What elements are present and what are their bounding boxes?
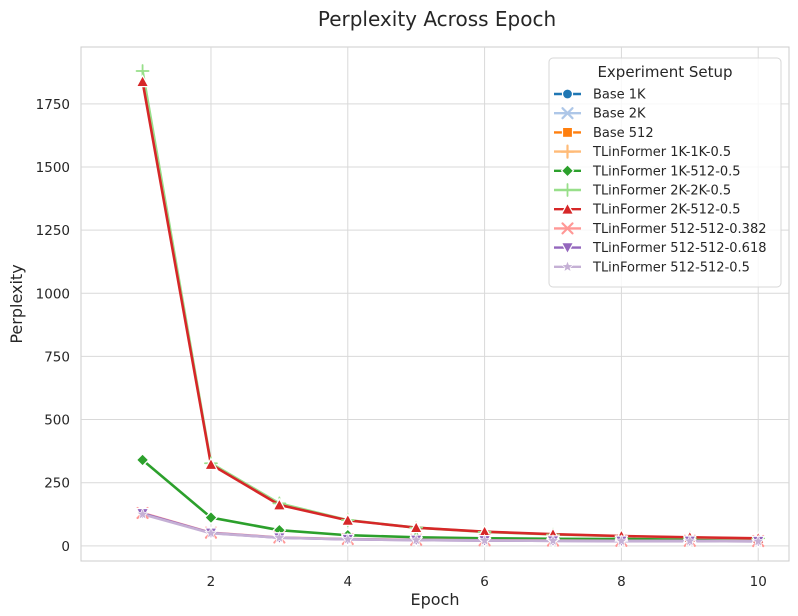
legend-label: TLinFormer 1K-1K-0.5 [592, 145, 731, 160]
series-line-tlinformer-1k-512-0-5 [141, 458, 760, 541]
data-point-tlinformer-1k-512-0-5 [135, 453, 150, 467]
data-point-tlinformer-512-512-0-5 [341, 532, 355, 545]
x-tick-label: 2 [207, 574, 216, 590]
legend-marker-tlinformer-2k-512-0-5 [560, 201, 575, 215]
data-point-tlinformer-512-512-0-5 [614, 534, 629, 547]
y-tick-label: 1250 [36, 223, 70, 239]
legend-item-tlinformer-1k-512-0-5: TLinFormer 1K-512-0.5 [554, 163, 741, 179]
x-tick-label: 10 [750, 574, 767, 590]
legend-item-base-512: Base 512 [554, 126, 654, 141]
y-tick-label: 1750 [36, 97, 70, 113]
data-point-tlinformer-512-512-0-5 [477, 533, 492, 547]
legend-title: Experiment Setup [597, 63, 732, 81]
y-tick-label: 500 [44, 413, 70, 429]
legend-marker-tlinformer-2k-2k-0-5 [560, 183, 575, 197]
x-axis-label: Epoch [411, 590, 460, 609]
x-tick-label: 4 [343, 574, 352, 590]
legend-marker-base-2k [561, 107, 574, 120]
legend-marker-base-512 [561, 126, 574, 139]
legend-marker-tlinformer-512-512-0-618 [560, 242, 575, 255]
data-point-tlinformer-512-512-0-5 [135, 507, 150, 520]
series-line-tlinformer-2k-512-0-5 [141, 80, 760, 540]
legend-label: Base 512 [593, 126, 654, 141]
y-tick-label: 0 [61, 539, 70, 555]
legend-item-tlinformer-512-512-0-382: TLinFormer 512-512-0.382 [554, 222, 766, 237]
data-point-tlinformer-2k-512-0-5 [272, 497, 287, 511]
legend-label: TLinFormer 512-512-0.5 [592, 260, 750, 275]
legend-marker-tlinformer-1k-512-0-5 [560, 163, 575, 178]
data-point-tlinformer-1k-512-0-5 [204, 510, 218, 525]
legend-item-tlinformer-2k-512-0-5: TLinFormer 2K-512-0.5 [554, 201, 741, 218]
legend-marker-base-1k [561, 88, 574, 100]
data-point-tlinformer-2k-512-0-5 [409, 520, 424, 534]
x-tick-label: 8 [617, 574, 626, 590]
data-markers [135, 64, 766, 549]
legend-item-tlinformer-1k-1k-0-5: TLinFormer 1K-1K-0.5 [554, 144, 731, 160]
legend: Experiment Setup Base 1K Base 2K Base 512 T… [548, 57, 782, 288]
legend-label: TLinFormer 512-512-0.382 [592, 222, 766, 237]
x-tick-label: 6 [480, 574, 489, 590]
data-point-tlinformer-512-512-0-5 [204, 526, 218, 539]
y-tick-label: 250 [44, 476, 70, 492]
legend-marker-tlinformer-512-512-0-5 [560, 259, 575, 273]
legend-marker-tlinformer-1k-1k-0-5 [560, 144, 575, 159]
legend-label: TLinFormer 1K-512-0.5 [592, 164, 741, 179]
data-point-tlinformer-512-512-0-5 [751, 534, 765, 547]
series-lines [141, 69, 760, 543]
legend-item-base-2k: Base 2K [554, 107, 646, 122]
tick-labels: 2 4 6 8 10 0 250 500 750 1000 1250 1500 1750 [36, 97, 767, 590]
y-tick-label: 1500 [36, 160, 70, 176]
data-point-tlinformer-512-512-0-5 [546, 533, 560, 547]
legend-label: Base 2K [593, 107, 646, 122]
legend-item-base-1k: Base 1K [554, 88, 646, 103]
legend-label: TLinFormer 2K-512-0.5 [592, 203, 741, 218]
data-point-tlinformer-512-512-0-5 [272, 530, 286, 544]
legend-label: TLinFormer 2K-2K-0.5 [592, 184, 731, 199]
series-line-tlinformer-512-512-0-5 [141, 512, 760, 543]
y-tick-label: 750 [44, 349, 70, 365]
legend-box [548, 57, 782, 288]
legend-label: TLinFormer 512-512-0.618 [592, 241, 766, 256]
data-point-tlinformer-512-512-0-5 [683, 534, 697, 547]
legend-marker-tlinformer-512-512-0-382 [561, 222, 574, 235]
legend-item-tlinformer-512-512-0-618: TLinFormer 512-512-0.618 [554, 241, 766, 256]
legend-label: Base 1K [593, 88, 646, 103]
legend-item-tlinformer-2k-2k-0-5: TLinFormer 2K-2K-0.5 [554, 183, 731, 199]
data-point-tlinformer-2k-512-0-5 [340, 513, 355, 526]
chart-title: Perplexity Across Epoch [318, 7, 556, 31]
data-point-tlinformer-512-512-0-5 [409, 533, 423, 546]
legend-item-tlinformer-512-512-0-5: TLinFormer 512-512-0.5 [554, 259, 750, 275]
legend-items: Base 1K Base 2K Base 512 TLinFormer 1K-1K-0… [554, 88, 766, 275]
data-point-tlinformer-2k-512-0-5 [135, 74, 150, 88]
y-axis-label: Perplexity [7, 264, 26, 343]
data-point-tlinformer-2k-512-0-5 [203, 457, 218, 471]
y-tick-label: 1000 [36, 286, 70, 302]
